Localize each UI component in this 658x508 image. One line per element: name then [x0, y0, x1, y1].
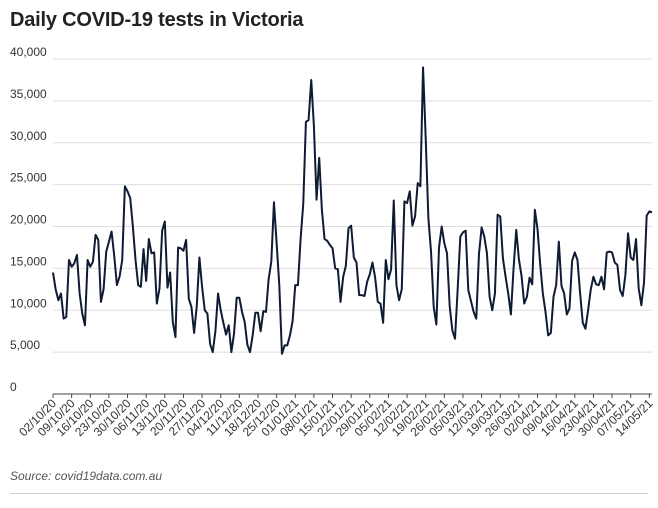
daily-tests-line	[52, 66, 653, 355]
gridlines	[53, 58, 652, 395]
footer-divider	[10, 493, 648, 494]
source-note: Source: covid19data.com.au	[10, 469, 163, 483]
y-tick-label: 25,000	[10, 171, 47, 185]
y-tick-label: 10,000	[10, 296, 47, 310]
y-tick-label: 15,000	[10, 254, 47, 268]
y-tick-label: 20,000	[10, 213, 47, 227]
x-axis: 02/10/2009/10/2016/10/2023/10/2030/10/20…	[16, 393, 656, 439]
y-tick-label: 0	[10, 380, 17, 394]
chart-title: Daily COVID-19 tests in Victoria	[10, 9, 304, 31]
series-lines	[52, 66, 653, 355]
y-tick-label: 30,000	[10, 129, 47, 143]
y-tick-label: 35,000	[10, 87, 47, 101]
y-axis-tick-labels: 0 5,000 10,000 15,000 20,000 25,000 30,000 35,0…	[10, 45, 47, 394]
y-tick-label: 40,000	[10, 45, 47, 59]
y-tick-label: 5,000	[10, 338, 40, 352]
